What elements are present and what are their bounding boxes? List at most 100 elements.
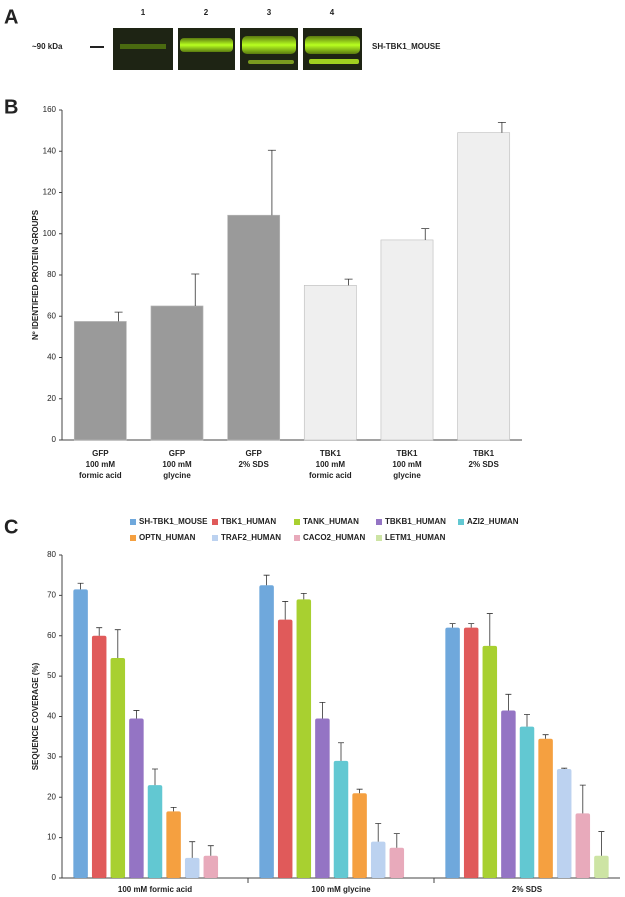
error-bar <box>561 767 568 769</box>
x-tick-label: 100 mM <box>162 460 192 469</box>
error-bar <box>486 613 493 646</box>
error-bar <box>191 273 200 306</box>
y-tick-label: 80 <box>47 550 56 559</box>
bar <box>370 841 386 878</box>
y-tick-label: 20 <box>47 792 56 801</box>
error-bar <box>152 768 158 786</box>
error-bar <box>207 845 214 856</box>
error-bar <box>170 806 177 812</box>
error-bar <box>393 833 400 848</box>
error-bar <box>114 311 123 322</box>
error-bar <box>114 629 121 658</box>
error-bar <box>263 574 270 586</box>
bar <box>110 657 126 878</box>
legend-swatch <box>294 535 300 541</box>
y-tick-label: 60 <box>47 311 56 320</box>
y-axis-title: Nº IDENTIFIED PROTEIN GROUPS <box>31 209 40 340</box>
legend-label: SH-TBK1_MOUSE <box>139 517 208 526</box>
bar <box>380 239 434 441</box>
x-tick-label: GFP <box>169 449 186 458</box>
legend-label: TRAF2_HUMAN <box>221 533 281 542</box>
y-tick-label: 10 <box>47 833 56 842</box>
lane-label: 4 <box>330 8 335 17</box>
error-bar <box>598 831 605 856</box>
x-tick-label: 2% SDS <box>512 885 543 894</box>
lane-label: 2 <box>204 8 209 17</box>
blot-band <box>180 38 233 52</box>
bar <box>259 585 274 878</box>
legend-label: TBK1_HUMAN <box>221 517 276 526</box>
legend-swatch <box>458 519 464 525</box>
lane-label: 1 <box>141 8 146 17</box>
error-bar <box>497 121 506 133</box>
blot-band <box>242 36 296 54</box>
error-bar <box>338 742 344 761</box>
y-tick-label: 0 <box>52 873 57 882</box>
bar <box>303 285 357 441</box>
bar <box>538 738 553 878</box>
y-tick-label: 50 <box>47 671 56 680</box>
y-tick-label: 140 <box>43 146 57 155</box>
y-tick-label: 80 <box>47 270 56 279</box>
x-tick-label: 100 mM <box>316 460 346 469</box>
y-tick-label: 120 <box>43 188 57 197</box>
y-tick-label: 160 <box>43 105 57 114</box>
marker-label: ~90 kDa <box>32 42 63 51</box>
blot-band <box>309 59 359 64</box>
x-tick-label: TBK1 <box>397 449 418 458</box>
bar <box>556 768 572 878</box>
x-tick-label: 100 mM <box>392 460 422 469</box>
bar <box>482 645 498 878</box>
x-tick-label: glycine <box>393 471 421 480</box>
blot-band <box>248 60 294 64</box>
panel-label: A <box>4 6 18 28</box>
bar <box>184 857 200 878</box>
x-tick-label: TBK1 <box>473 449 494 458</box>
error-bar <box>356 788 363 794</box>
error-bar <box>375 823 382 842</box>
error-bar <box>449 623 456 628</box>
bar <box>352 793 367 878</box>
x-tick-label: glycine <box>163 471 191 480</box>
y-axis-title: SEQUENCE COVERAGE (%) <box>31 662 40 770</box>
legend-swatch <box>130 519 136 525</box>
error-bar <box>524 714 530 727</box>
error-bar <box>468 623 475 628</box>
blot-band <box>305 36 360 54</box>
y-tick-label: 40 <box>47 712 56 721</box>
x-tick-label: TBK1 <box>320 449 341 458</box>
lane-label: 3 <box>267 8 272 17</box>
bar <box>277 619 293 878</box>
bar <box>91 635 107 878</box>
bar <box>594 855 609 878</box>
error-bar <box>300 592 307 600</box>
legend-label: AZI2_HUMAN <box>467 517 519 526</box>
protein-label: SH-TBK1_MOUSE <box>372 42 441 51</box>
error-bar <box>189 841 196 858</box>
legend-label: TBKB1_HUMAN <box>385 517 446 526</box>
bar <box>315 718 330 878</box>
bar <box>150 305 204 441</box>
legend-swatch <box>376 535 382 541</box>
bar <box>166 811 181 878</box>
bar <box>463 627 479 878</box>
x-tick-label: 100 mM formic acid <box>118 885 192 894</box>
bar <box>296 599 312 878</box>
bar <box>389 847 405 878</box>
x-tick-label: formic acid <box>79 471 122 480</box>
panel-label: C <box>4 516 18 538</box>
blot-band <box>120 44 166 49</box>
error-bar <box>542 734 549 739</box>
x-tick-label: 100 mM glycine <box>311 885 371 894</box>
error-bar <box>96 627 103 636</box>
bar <box>519 726 535 878</box>
bar <box>445 627 460 878</box>
bar <box>501 710 516 878</box>
error-bar <box>133 710 140 719</box>
error-bar <box>505 693 512 711</box>
bar <box>73 321 127 441</box>
y-tick-label: 40 <box>47 353 56 362</box>
y-tick-label: 0 <box>52 435 57 444</box>
error-bar <box>421 228 430 240</box>
